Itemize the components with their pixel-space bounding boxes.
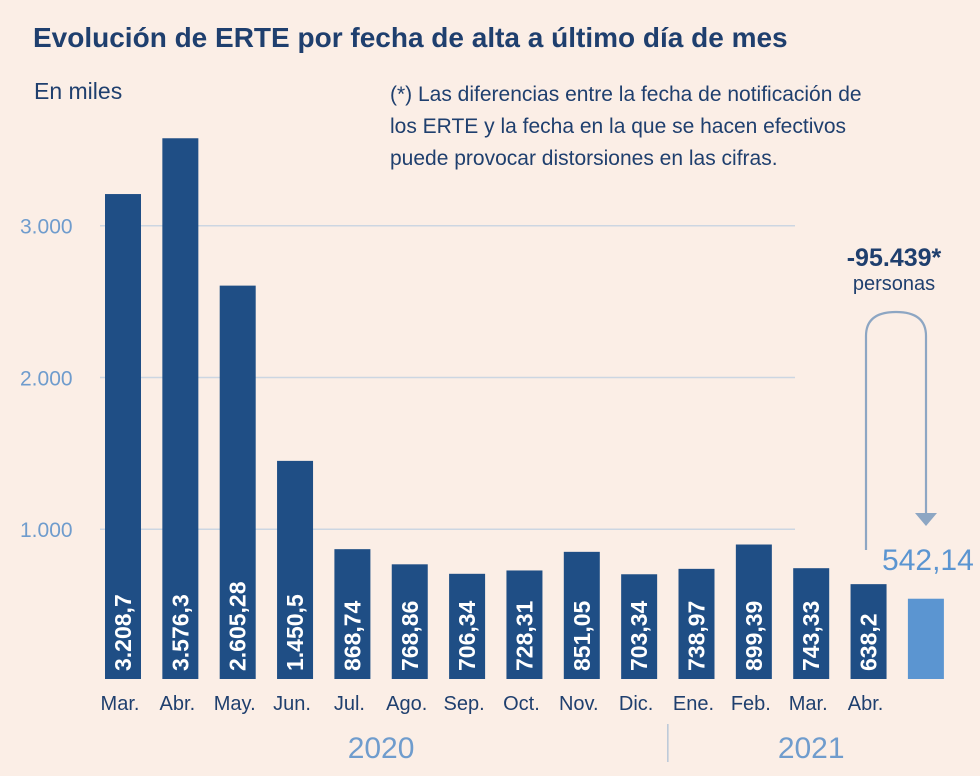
bar-value-label: 1.450,5 [282,594,308,671]
x-tick-label: Sep. [444,693,485,715]
unit-label: En miles [34,78,122,104]
bar-value-label: 851,05 [569,600,595,671]
change-value: -95.439* [847,244,942,272]
bar [277,460,314,679]
y-axis: 1.000 2.000 3.000 [20,216,73,543]
bar-value-label: 728,31 [511,600,537,671]
footnote-line-3: puede provocar distorsiones en las cifra… [390,147,778,170]
bar [105,194,141,680]
bar-value-label: 706,34 [454,600,480,671]
year-label: 2020 [348,732,415,765]
x-tick-label: Jul. [334,693,365,715]
x-tick-label: Abr. [848,693,884,715]
footnote: (*) Las diferencias entre la fecha de no… [390,83,862,170]
chart-title: Evolución de ERTE por fecha de alta a úl… [33,22,788,53]
x-tick-label: Oct. [503,693,540,715]
bar [621,574,658,679]
footnote-line-2: los ERTE y la fecha en la que se hacen e… [390,115,846,138]
change-unit: personas [853,273,935,295]
bar [563,551,600,679]
x-tick-label: Mar. [789,693,828,715]
change-annotation: -95.439*personas [847,244,942,550]
y-tick-label: 2.000 [20,367,73,390]
bar-value-label: 743,33 [798,601,824,671]
bar [334,549,371,679]
bar [678,568,715,679]
bar-value-label: 542,14 [882,544,974,577]
x-tick-label: Ene. [673,693,714,715]
bar [449,573,486,679]
arrow-head [915,513,937,526]
bar [506,570,543,679]
bar-value-label: 899,39 [741,601,767,671]
bar [391,564,428,679]
bar [850,584,887,679]
bars: 3.208,7 3.576,3 2.605,28 1.450,5 868,74 768,8… [105,138,974,680]
bar-value-label: 2.605,28 [225,581,251,671]
bar [162,138,199,679]
bar-value-label: 638,2 [856,613,882,671]
x-tick-label: Abr. [160,693,196,715]
bar-value-label: 703,34 [626,600,652,671]
bar-value-label: 3.576,3 [167,594,193,671]
x-tick-label: Ago. [386,693,427,715]
year-label: 2021 [778,732,845,765]
year-groups: 2020 2021 [348,724,845,765]
bar [735,544,772,679]
x-axis: Mar. Abr. May. Jun. Jul. Ago. Sep. Oct. Nov. Dic.… [101,693,884,715]
footnote-line-1: (*) Las diferencias entre la fecha de no… [390,83,862,106]
bar [793,568,830,679]
y-tick-label: 1.000 [20,519,73,542]
y-tick-label: 3.000 [20,216,73,239]
bar-value-label: 768,86 [397,601,423,671]
gridlines [100,224,795,530]
bar [907,598,944,679]
x-tick-label: Dic. [619,693,653,715]
x-tick-label: Feb. [731,693,771,715]
x-tick-label: Mar. [101,693,140,715]
bar [219,285,256,679]
bar-value-label: 868,74 [339,600,365,671]
x-tick-label: Nov. [559,693,599,715]
x-tick-label: May. [214,693,256,715]
bar-value-label: 738,97 [684,601,710,671]
arrow-line [864,310,928,550]
bar-value-label: 3.208,7 [110,594,136,671]
x-tick-label: Jun. [273,693,311,715]
